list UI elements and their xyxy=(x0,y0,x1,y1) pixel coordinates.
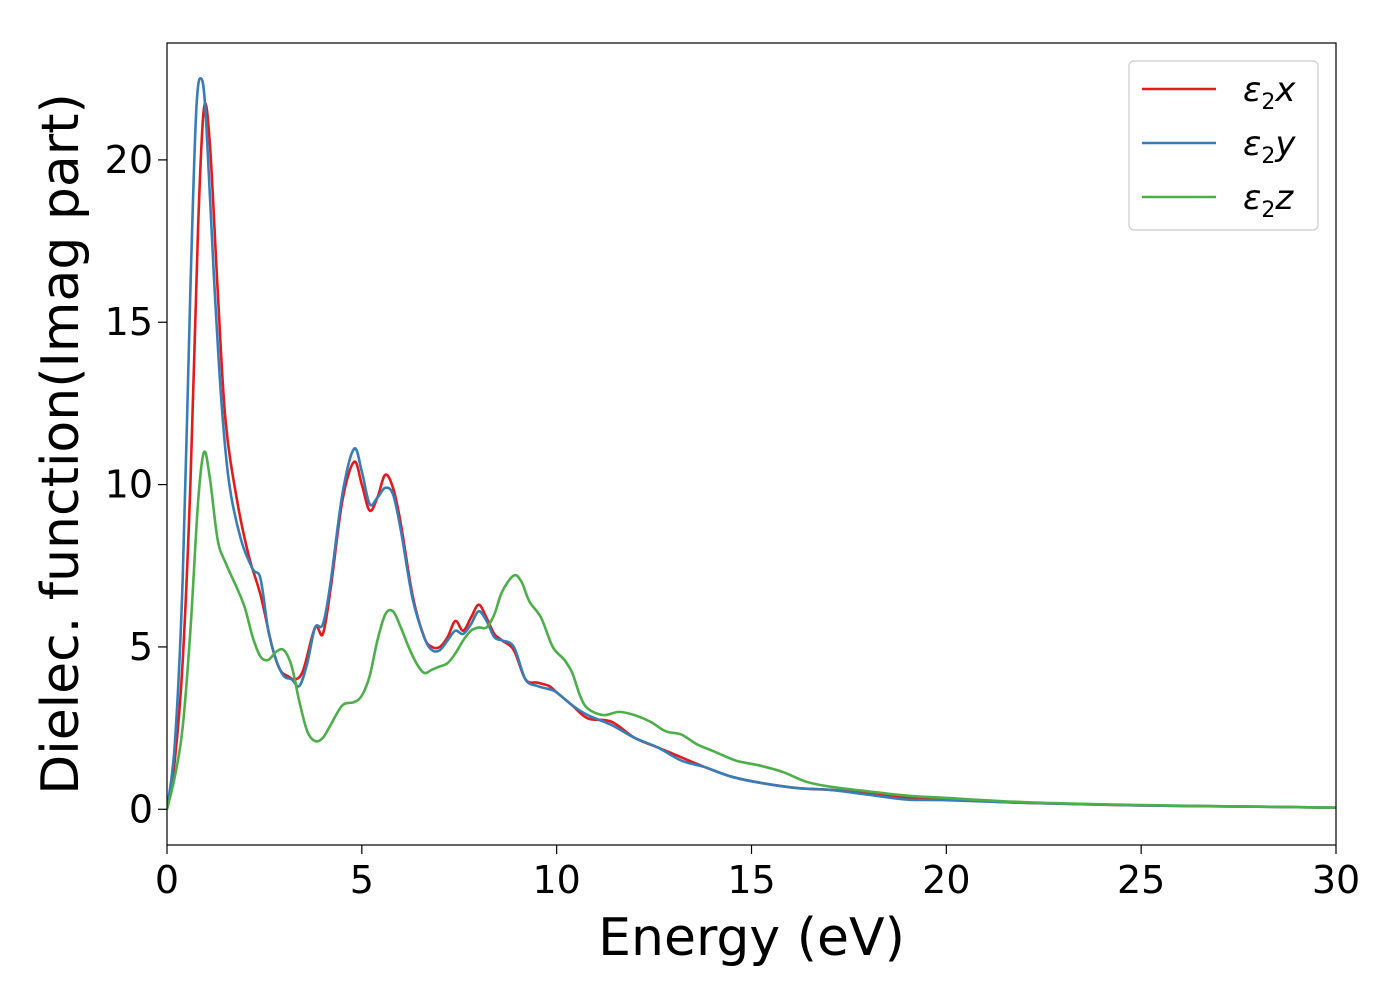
legend-subscript: 2 xyxy=(1261,90,1275,115)
legend-subscript: 2 xyxy=(1261,198,1275,223)
legend-label-x: ε2x xyxy=(1243,70,1296,115)
axis-ticks: 0 5 10 15 20 25 30 0 5 10 15 20 xyxy=(105,138,1361,902)
y-tick-label: 0 xyxy=(129,787,153,831)
x-tick-label: 10 xyxy=(532,858,580,902)
legend-label-y: ε2y xyxy=(1243,124,1296,169)
legend-component: z xyxy=(1274,178,1294,218)
x-tick-label: 20 xyxy=(922,858,970,902)
legend-subscript: 2 xyxy=(1261,144,1275,169)
legend-component: x xyxy=(1274,70,1296,110)
series-lines xyxy=(167,77,1336,810)
legend-epsilon: ε xyxy=(1243,124,1261,164)
legend-epsilon: ε xyxy=(1243,70,1261,110)
legend-component: y xyxy=(1274,124,1296,164)
legend-label-z: ε2z xyxy=(1243,178,1294,223)
y-tick-label: 5 xyxy=(129,625,153,669)
x-tick-label: 25 xyxy=(1117,858,1165,902)
legend-box xyxy=(1128,60,1319,231)
y-tick-label: 15 xyxy=(105,300,153,344)
x-axis-title: Energy (eV) xyxy=(598,908,905,968)
legend-epsilon: ε xyxy=(1243,178,1261,218)
x-tick-label: 15 xyxy=(727,858,775,902)
x-tick-label: 5 xyxy=(350,858,374,902)
x-tick-label: 30 xyxy=(1312,858,1360,902)
y-tick-label: 10 xyxy=(105,463,153,507)
y-axis-title: Dielec. function(Imag part) xyxy=(31,93,91,795)
series-line-y xyxy=(167,77,1336,810)
x-tick-label: 0 xyxy=(155,858,179,902)
y-tick-label: 20 xyxy=(105,138,153,182)
series-line-z xyxy=(167,450,1336,810)
